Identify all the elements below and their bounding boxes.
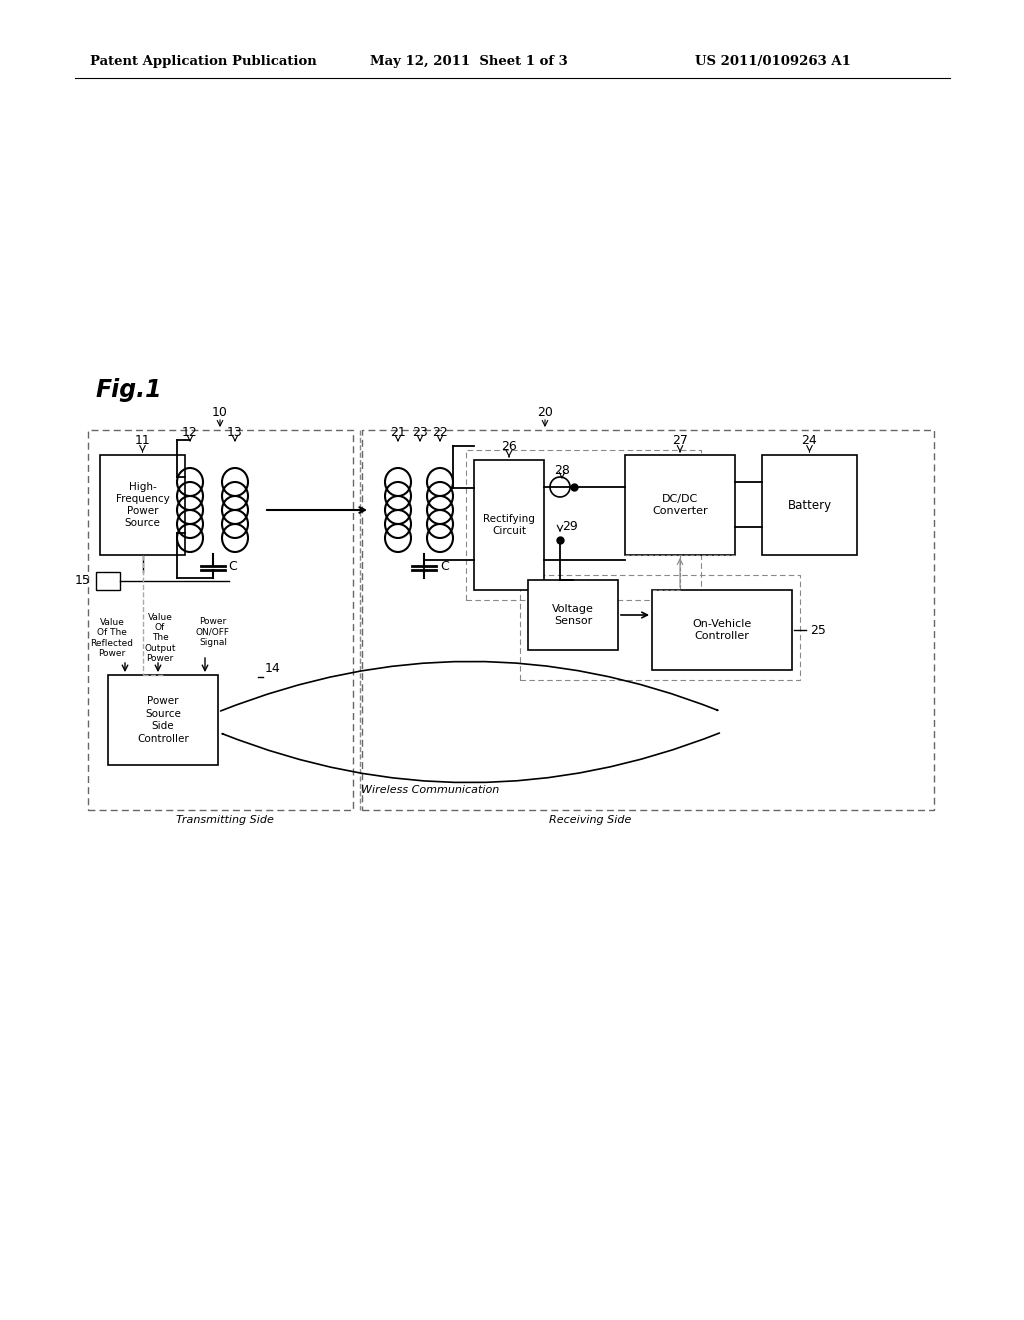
Text: 10: 10 <box>212 405 228 418</box>
Text: 20: 20 <box>537 405 553 418</box>
Text: Rectifying
Circuit: Rectifying Circuit <box>483 513 535 536</box>
Bar <box>88 430 353 810</box>
Text: 21: 21 <box>390 425 406 438</box>
Bar <box>108 675 218 766</box>
Text: 23: 23 <box>412 425 428 438</box>
Bar <box>652 590 792 671</box>
Text: Voltage
Sensor: Voltage Sensor <box>552 603 594 626</box>
Bar <box>762 455 857 554</box>
Text: Battery: Battery <box>787 499 831 511</box>
Text: On-Vehicle
Controller: On-Vehicle Controller <box>692 619 752 642</box>
Bar <box>528 579 618 649</box>
Bar <box>625 455 735 554</box>
Text: 24: 24 <box>802 434 817 447</box>
Text: 12: 12 <box>182 425 198 438</box>
Text: High-
Frequency
Power
Source: High- Frequency Power Source <box>116 482 169 528</box>
Text: C: C <box>228 560 238 573</box>
Bar <box>96 572 120 590</box>
Text: Wireless Communication: Wireless Communication <box>360 785 499 795</box>
Text: US 2011/0109263 A1: US 2011/0109263 A1 <box>695 55 851 69</box>
Text: 22: 22 <box>432 425 447 438</box>
Text: 13: 13 <box>227 425 243 438</box>
Text: 15: 15 <box>75 574 91 587</box>
Text: Value
Of
The
Output
Power: Value Of The Output Power <box>144 612 176 663</box>
Text: Receiving Side: Receiving Side <box>549 814 631 825</box>
Text: Transmitting Side: Transmitting Side <box>176 814 274 825</box>
Text: 28: 28 <box>554 465 570 478</box>
Text: 25: 25 <box>810 623 826 636</box>
Text: Value
Of The
Reflected
Power: Value Of The Reflected Power <box>90 618 133 659</box>
FancyArrowPatch shape <box>222 733 720 783</box>
Bar <box>520 576 800 680</box>
Text: Patent Application Publication: Patent Application Publication <box>90 55 316 69</box>
Text: May 12, 2011  Sheet 1 of 3: May 12, 2011 Sheet 1 of 3 <box>370 55 567 69</box>
Text: DC/DC
Converter: DC/DC Converter <box>652 494 708 516</box>
Text: 26: 26 <box>501 440 517 453</box>
Text: Power
Source
Side
Controller: Power Source Side Controller <box>137 697 188 743</box>
Text: 27: 27 <box>672 434 688 447</box>
Bar <box>466 450 701 601</box>
Bar <box>100 455 185 554</box>
Text: 11: 11 <box>134 434 151 447</box>
Text: 14: 14 <box>265 663 281 676</box>
Bar <box>474 459 544 590</box>
FancyArrowPatch shape <box>220 661 718 711</box>
Text: Power
ON/OFF
Signal: Power ON/OFF Signal <box>196 618 230 647</box>
Text: C: C <box>440 560 449 573</box>
Bar <box>362 430 934 810</box>
Text: 29: 29 <box>562 520 578 532</box>
Text: Fig.1: Fig.1 <box>96 378 163 403</box>
